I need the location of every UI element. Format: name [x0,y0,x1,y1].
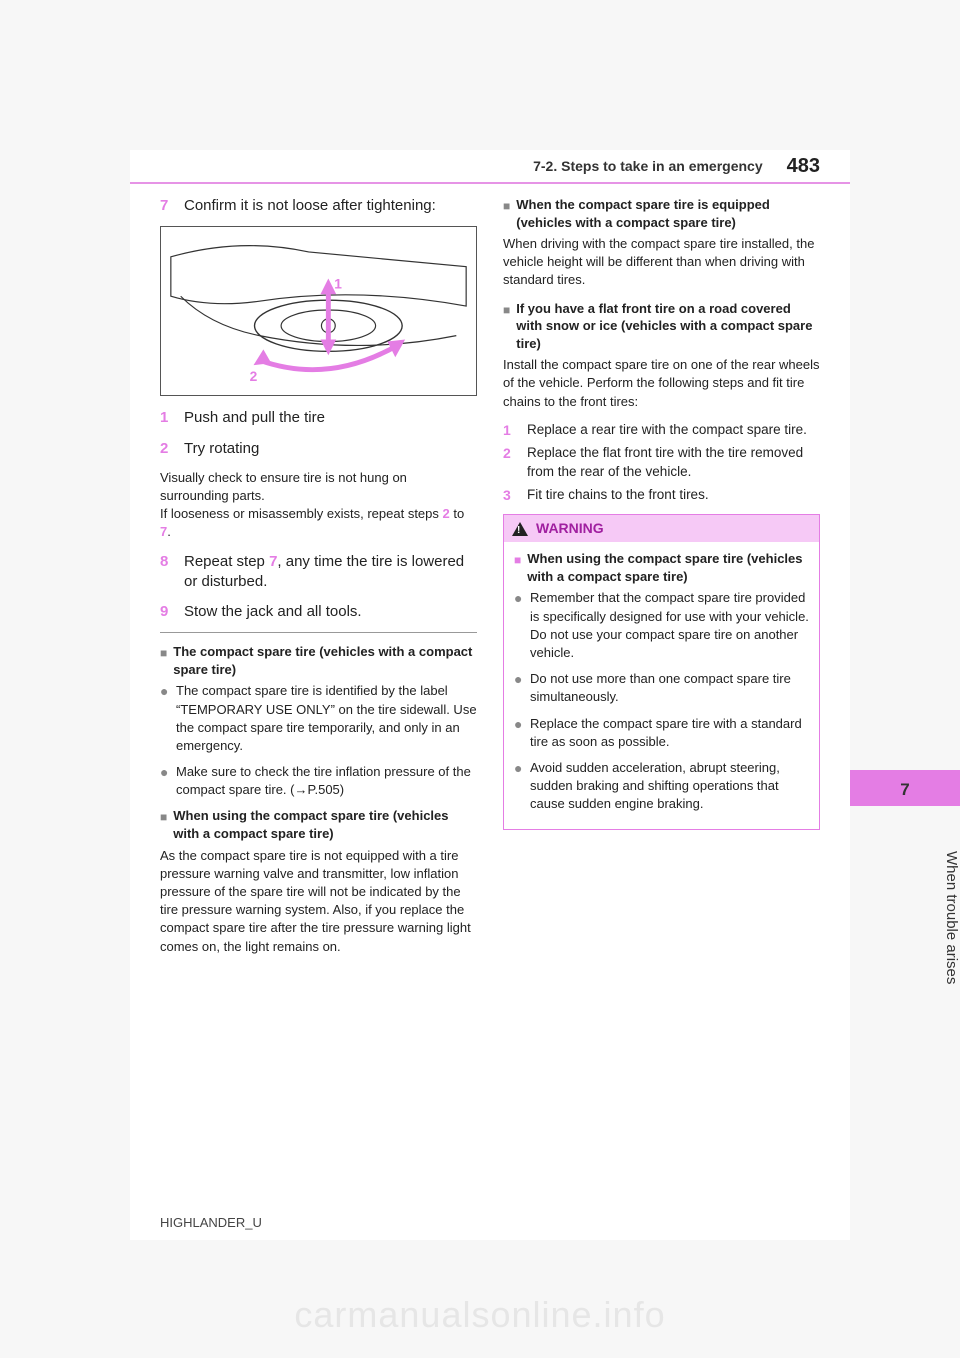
warning-title: WARNING [536,519,604,538]
bullet-icon: ● [160,684,170,755]
ol-text: Fit tire chains to the front tires. [527,486,820,505]
note-end: . [167,524,171,539]
flat-front-text: Install the compact spare tire on one of… [503,356,820,411]
step-7: 7 Confirm it is not loose after tighteni… [160,196,477,216]
ol-text: Replace a rear tire with the compact spa… [527,421,820,440]
bullet-icon: ● [514,672,524,706]
footer-model: HIGHLANDER_U [160,1215,262,1230]
page-header: 7-2. Steps to take in an emergency 483 [130,150,850,184]
square-icon: ■ [160,645,167,678]
step-num: 8 [160,552,174,593]
tire-svg: 1 2 [161,227,476,395]
bullet-temp-use: ● The compact spare tire is identified b… [160,682,477,755]
page-number: 483 [787,155,820,178]
fig-label-1: 1 [334,277,342,292]
bullet-icon: ● [514,761,524,814]
when-equipped-text: When driving with the compact spare tire… [503,235,820,290]
subhead-when-equipped: ■ When the compact spare tire is equippe… [503,196,820,231]
content-columns: 7 Confirm it is not loose after tighteni… [160,196,820,1200]
section-title: 7-2. Steps to take in an emergency [533,158,763,174]
step-num: 2 [160,439,174,459]
note-mid: to [450,506,464,521]
step-text: Try rotating [184,439,477,459]
ol-text: Replace the flat front tire with the tir… [527,444,820,482]
step-text: Push and pull the tire [184,408,477,428]
page: 7-2. Steps to take in an emergency 483 7… [130,150,850,1240]
right-column: ■ When the compact spare tire is equippe… [503,196,820,1200]
ol-num: 3 [503,486,517,505]
step-text: Stow the jack and all tools. [184,602,477,622]
warn-subhead: ■ When using the compact spare tire (veh… [514,550,809,585]
subhead-text: When using the compact spare tire (vehic… [173,807,477,842]
bullet-icon: ● [514,717,524,751]
left-column: 7 Confirm it is not loose after tighteni… [160,196,477,1200]
note-text: Visually check to ensure tire is not hun… [160,470,443,521]
subhead-using-spare: ■ When using the compact spare tire (veh… [160,807,477,842]
chapter-number: 7 [850,780,960,800]
step-num: 1 [160,408,174,428]
subhead-text: If you have a flat front tire on a road … [516,300,820,353]
warn-b3: ● Replace the compact spare tire with a … [514,715,809,751]
bullet-text: Avoid sudden acceleration, abrupt steeri… [530,759,809,814]
warning-icon [512,522,528,536]
bullet-text: Do not use more than one compact spare t… [530,670,809,706]
substep-1: 1 Push and pull the tire [160,408,477,428]
check-note: Visually check to ensure tire is not hun… [160,469,477,542]
fig-label-2: 2 [250,369,258,384]
warn-b2: ● Do not use more than one compact spare… [514,670,809,706]
ol-1: 1 Replace a rear tire with the compact s… [503,421,820,440]
ol-num: 2 [503,444,517,482]
subhead-text: When the compact spare tire is equipped … [516,196,820,231]
step-text: Confirm it is not loose after tightening… [184,196,477,216]
chapter-tab-sidebar: 7 When trouble arises [850,150,960,1240]
warn-b4: ● Avoid sudden acceleration, abrupt stee… [514,759,809,814]
using-spare-text: As the compact spare tire is not equippe… [160,847,477,956]
chapter-label: When trouble arises [850,818,960,1018]
bullet-icon: ● [160,765,170,799]
bullet-text: Remember that the compact spare tire pro… [530,589,809,662]
ol-3: 3 Fit tire chains to the front tires. [503,486,820,505]
square-icon: ■ [514,552,521,585]
subhead-flat-front: ■ If you have a flat front tire on a roa… [503,300,820,353]
ol-num: 1 [503,421,517,440]
step-num: 7 [160,196,174,216]
step-9: 9 Stow the jack and all tools. [160,602,477,622]
warning-header: WARNING [504,515,819,542]
step8-pre: Repeat step [184,553,269,570]
divider [160,632,477,633]
note-ref-2: 2 [443,506,450,521]
watermark: carmanualsonline.info [0,1294,960,1336]
bullet-text: The compact spare tire is identified by … [176,682,477,755]
substep-2: 2 Try rotating [160,439,477,459]
subhead-compact-spare: ■ The compact spare tire (vehicles with … [160,643,477,678]
step-num: 9 [160,602,174,622]
warning-body: ■ When using the compact spare tire (veh… [504,542,819,829]
bullet-icon: ● [514,591,524,662]
bullet-text: Replace the compact spare tire with a st… [530,715,809,751]
square-icon: ■ [503,198,510,231]
warning-box: WARNING ■ When using the compact spare t… [503,514,820,830]
step-text: Repeat step 7, any time the tire is lowe… [184,552,477,593]
subhead-text: The compact spare tire (vehicles with a … [173,643,477,678]
ol-2: 2 Replace the flat front tire with the t… [503,444,820,482]
square-icon: ■ [503,302,510,353]
step-8: 8 Repeat step 7, any time the tire is lo… [160,552,477,593]
tire-diagram: 1 2 [160,226,477,396]
bullet-inflation: ● Make sure to check the tire inflation … [160,763,477,799]
square-icon: ■ [160,809,167,842]
warn-b1: ● Remember that the compact spare tire p… [514,589,809,662]
subhead-text: When using the compact spare tire (vehic… [527,550,809,585]
bullet-text: Make sure to check the tire inflation pr… [176,763,477,799]
